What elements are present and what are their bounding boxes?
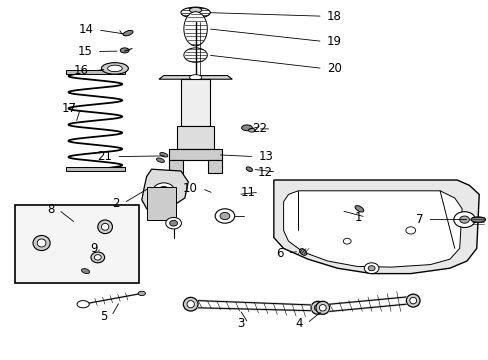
Ellipse shape: [138, 291, 145, 296]
Ellipse shape: [409, 297, 416, 304]
Text: 5: 5: [100, 310, 107, 323]
Ellipse shape: [246, 167, 252, 171]
Ellipse shape: [248, 129, 255, 132]
Ellipse shape: [186, 301, 194, 308]
Circle shape: [165, 217, 181, 229]
Ellipse shape: [101, 63, 128, 74]
Circle shape: [343, 238, 350, 244]
Ellipse shape: [314, 305, 321, 311]
Text: 17: 17: [61, 102, 77, 114]
Text: 18: 18: [326, 10, 341, 23]
Ellipse shape: [299, 249, 306, 255]
Circle shape: [453, 212, 474, 228]
Text: 11: 11: [240, 186, 255, 199]
Ellipse shape: [470, 217, 485, 222]
Ellipse shape: [189, 75, 202, 80]
Ellipse shape: [315, 301, 329, 314]
Polygon shape: [207, 160, 222, 173]
Ellipse shape: [406, 294, 419, 307]
Circle shape: [215, 209, 234, 223]
Ellipse shape: [102, 223, 109, 230]
Circle shape: [405, 227, 415, 234]
Circle shape: [459, 216, 468, 223]
Ellipse shape: [310, 301, 324, 314]
Text: 15: 15: [78, 45, 93, 58]
Polygon shape: [146, 187, 176, 220]
Polygon shape: [142, 169, 188, 212]
Text: 2: 2: [112, 197, 120, 210]
Bar: [15, 205, 139, 283]
Text: 6: 6: [276, 247, 283, 260]
Ellipse shape: [77, 301, 89, 308]
Ellipse shape: [123, 30, 133, 36]
Circle shape: [169, 220, 177, 226]
Ellipse shape: [120, 48, 129, 53]
Text: 10: 10: [183, 182, 198, 195]
Circle shape: [367, 266, 374, 271]
Ellipse shape: [183, 48, 207, 62]
Ellipse shape: [107, 65, 122, 72]
Text: 4: 4: [295, 317, 303, 330]
Circle shape: [220, 212, 229, 220]
Ellipse shape: [319, 305, 325, 311]
Text: 3: 3: [237, 317, 244, 330]
Ellipse shape: [354, 206, 363, 212]
Ellipse shape: [241, 125, 252, 131]
Circle shape: [364, 263, 378, 274]
Text: 22: 22: [252, 122, 267, 135]
Ellipse shape: [181, 7, 210, 18]
Ellipse shape: [189, 7, 202, 13]
Text: 9: 9: [90, 242, 98, 255]
Ellipse shape: [91, 252, 104, 263]
Ellipse shape: [98, 220, 112, 234]
Polygon shape: [66, 70, 124, 74]
Text: 12: 12: [257, 166, 272, 179]
Ellipse shape: [37, 239, 46, 247]
Polygon shape: [181, 79, 210, 126]
Polygon shape: [177, 126, 214, 149]
Text: 20: 20: [326, 62, 341, 75]
Text: 1: 1: [354, 211, 361, 224]
Circle shape: [153, 183, 174, 199]
Polygon shape: [283, 191, 461, 267]
Polygon shape: [159, 76, 232, 79]
Polygon shape: [66, 167, 124, 171]
Text: 19: 19: [326, 35, 341, 48]
Ellipse shape: [33, 235, 50, 251]
Text: 14: 14: [79, 23, 94, 36]
Ellipse shape: [183, 12, 207, 46]
Text: 16: 16: [74, 64, 89, 77]
Polygon shape: [273, 180, 478, 274]
Ellipse shape: [156, 158, 164, 162]
Text: 13: 13: [258, 150, 272, 163]
Circle shape: [158, 186, 169, 195]
Ellipse shape: [94, 255, 101, 260]
Polygon shape: [168, 160, 183, 173]
Ellipse shape: [160, 153, 167, 157]
Ellipse shape: [81, 269, 89, 274]
Text: 8: 8: [47, 203, 55, 216]
Text: 21: 21: [97, 150, 112, 163]
Text: 7: 7: [415, 213, 423, 226]
Ellipse shape: [183, 297, 198, 311]
Polygon shape: [168, 149, 222, 160]
